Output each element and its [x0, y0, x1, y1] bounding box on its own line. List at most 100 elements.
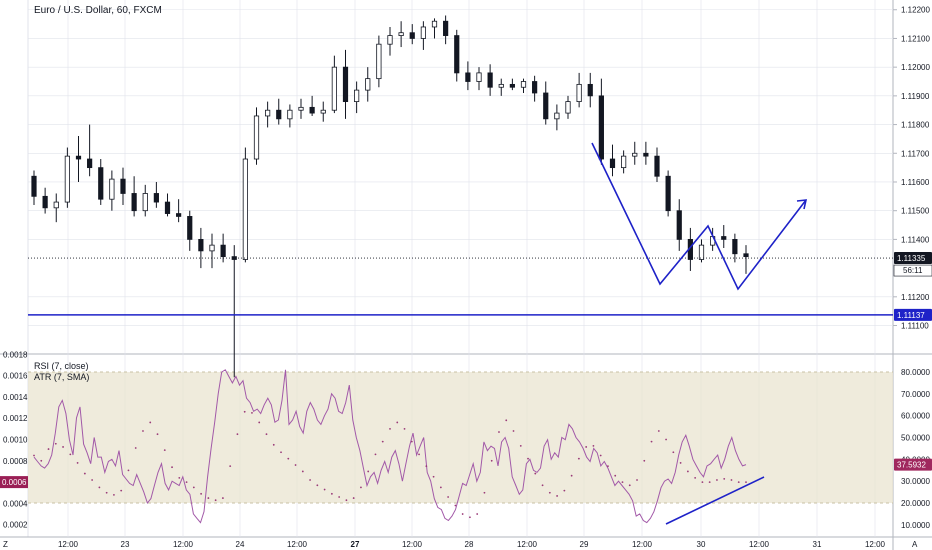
last-price-badge-bg — [894, 252, 932, 265]
candle-body — [354, 89, 360, 103]
atr-dot — [730, 479, 733, 481]
axis-badges: 1.11335 56:11 1.11137 37.5932 0.0006 — [0, 252, 932, 489]
atr-dot — [643, 459, 646, 462]
candle-body — [120, 178, 126, 194]
candle-body — [164, 201, 171, 214]
candle-body — [420, 26, 426, 39]
atr-tick-label: 0.0004 — [3, 499, 28, 508]
time-tick-label: 12:00 — [632, 540, 653, 549]
candle-body — [476, 72, 482, 82]
atr-dot — [403, 427, 406, 430]
atr-dot — [200, 492, 203, 495]
atr-dot — [527, 457, 529, 460]
atr-dot — [672, 451, 675, 454]
candle-body — [465, 72, 471, 82]
candle-body — [31, 175, 37, 197]
pattern-annotation[interactable] — [591, 142, 808, 291]
atr-dot — [47, 448, 50, 450]
atr-dot — [505, 419, 508, 422]
price-tick-label: 1.12100 — [901, 34, 930, 43]
atr-dot — [577, 457, 580, 460]
price-tick-label: 1.11400 — [901, 235, 930, 244]
atr-dot — [360, 486, 362, 489]
atr-dot — [338, 496, 341, 498]
atr-dot — [701, 481, 704, 483]
time-tick-label: 12:00 — [402, 540, 423, 549]
time-tick-label: 12:00 — [865, 540, 886, 549]
time-tick-label: 12:00 — [173, 540, 194, 549]
atr-dot — [301, 470, 304, 473]
atr-dot — [636, 479, 638, 481]
atr-dot — [316, 484, 319, 487]
atr-dot — [76, 462, 79, 464]
atr-dot — [483, 491, 486, 494]
atr-tick-label: 0.0016 — [3, 372, 28, 381]
candle-body — [743, 253, 749, 258]
candle-body — [532, 81, 538, 94]
time-tick-label: 23 — [121, 540, 130, 549]
horizontal-lines[interactable] — [28, 257, 893, 316]
atr-dot — [686, 470, 689, 473]
candle-body — [309, 106, 315, 114]
candle-body — [398, 32, 404, 36]
rsi-band — [28, 371, 893, 504]
time-tick-label: 31 — [813, 540, 822, 549]
atr-dot — [330, 492, 333, 495]
candle-body — [543, 92, 549, 120]
indicator-lines — [33, 369, 765, 525]
candle-body — [187, 216, 193, 240]
atr-dot — [439, 486, 442, 489]
atr-dot — [425, 465, 428, 468]
atr-dot — [374, 453, 377, 456]
candle-body — [409, 32, 415, 39]
atr-dot — [185, 481, 188, 483]
zigzag-pattern-line[interactable] — [591, 142, 807, 291]
atr-tick-label: 0.0008 — [3, 457, 28, 466]
atr-dot — [599, 454, 602, 457]
atr-dot — [461, 513, 464, 515]
atr-dot — [708, 481, 711, 483]
atr-dot — [469, 516, 471, 519]
time-tick-label: 12:00 — [58, 540, 79, 549]
time-tick-label: 29 — [580, 540, 589, 549]
candle-body — [621, 155, 627, 169]
atr-dot — [679, 462, 682, 464]
atr-dot — [621, 481, 624, 483]
atr-dot — [33, 454, 35, 457]
candle-body — [53, 201, 59, 209]
candle-body — [265, 109, 271, 117]
price-tick-label: 1.11900 — [901, 92, 930, 101]
atr-tick-label: 0.0014 — [3, 393, 28, 402]
atr-dot — [40, 459, 43, 462]
atr-dot — [113, 493, 115, 496]
price-tick-label: 1.11800 — [901, 121, 930, 130]
corner-left-label: Z — [3, 540, 8, 549]
candle-body — [209, 244, 215, 252]
atr-dot — [563, 489, 566, 492]
candle-body — [276, 109, 282, 120]
atr-dot — [490, 459, 493, 462]
atr-dot — [745, 481, 747, 483]
rsi-tick-label: 80.0000 — [901, 368, 930, 377]
candle-body — [253, 115, 260, 160]
atr-dot — [192, 486, 195, 489]
atr-dot — [694, 476, 697, 479]
atr-dot — [418, 453, 420, 456]
candle-body — [287, 109, 293, 120]
atr-dot — [120, 489, 123, 492]
atr-dot — [512, 430, 515, 432]
rsi-trendline[interactable] — [665, 476, 765, 525]
candle-body — [87, 158, 93, 169]
candle-body — [109, 178, 115, 200]
countdown-bg — [893, 264, 932, 277]
candle-body — [565, 101, 571, 114]
arrow-head — [796, 199, 808, 210]
atr-dot — [62, 446, 64, 448]
atr-dot — [454, 504, 457, 507]
atr-dot — [207, 497, 210, 499]
candle-body — [153, 193, 159, 203]
atr-dot — [91, 479, 94, 481]
atr-dot — [476, 513, 479, 515]
atr-dot — [54, 442, 57, 445]
